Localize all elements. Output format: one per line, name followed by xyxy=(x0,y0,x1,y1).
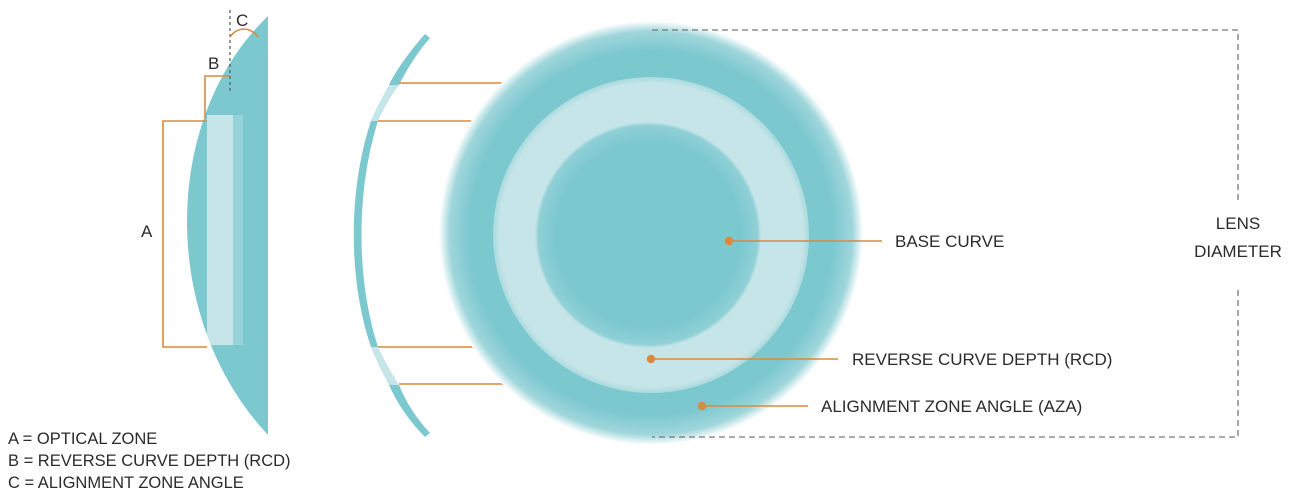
label-c: C xyxy=(236,11,248,30)
lens-diameter-label-line1: LENS xyxy=(1216,214,1260,233)
lens-front-view xyxy=(439,21,863,445)
lens-cross-section xyxy=(353,34,430,437)
base-curve-label: BASE CURVE xyxy=(895,232,1004,251)
label-a: A xyxy=(141,222,153,241)
optical-zone-bracket xyxy=(162,120,207,348)
alignment-zone-angle-label: ALIGNMENT ZONE ANGLE (AZA) xyxy=(821,397,1082,416)
label-b: B xyxy=(208,54,219,73)
legend-item-b: B = REVERSE CURVE DEPTH (RCD) xyxy=(8,452,291,470)
lens-diameter-label-line2: DIAMETER xyxy=(1194,242,1282,261)
alignment-angle-arc xyxy=(229,28,259,38)
legend: A = OPTICAL ZONE B = REVERSE CURVE DEPTH… xyxy=(8,428,291,494)
legend-item-a: A = OPTICAL ZONE xyxy=(8,430,158,448)
reverse-curve-bracket xyxy=(204,75,230,118)
base-curve-callout: BASE CURVE xyxy=(724,232,1004,251)
reverse-curve-depth-label: REVERSE CURVE DEPTH (RCD) xyxy=(852,350,1112,369)
reverse-curve-depth-callout: REVERSE CURVE DEPTH (RCD) xyxy=(646,350,1112,369)
alignment-zone-angle-callout: ALIGNMENT ZONE ANGLE (AZA) xyxy=(697,397,1082,416)
lens-diameter-bracket xyxy=(652,29,1239,438)
legend-item-c: C = ALIGNMENT ZONE ANGLE xyxy=(8,474,244,492)
lens-profile xyxy=(187,16,268,435)
